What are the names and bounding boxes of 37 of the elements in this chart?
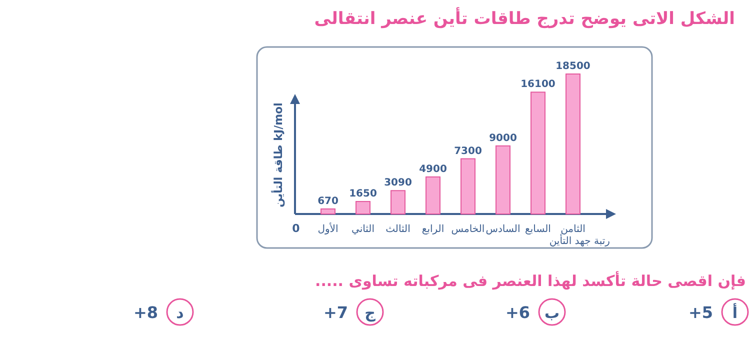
x-tick-label: الرابع xyxy=(422,224,444,235)
x-tick-label: الأول xyxy=(318,222,338,235)
text: فإن اقصى حالة تأكسد لهذا العنصر فى مركباته تساوى ..... xyxy=(315,271,746,290)
text: +5 xyxy=(688,303,713,322)
x-axis-title: رتبة جهد التأين xyxy=(549,236,610,247)
data-label: 670 xyxy=(318,196,338,207)
bar xyxy=(566,74,580,214)
data-label: 7300 xyxy=(454,146,482,157)
data-label: 16100 xyxy=(520,79,556,90)
text: ب xyxy=(544,304,560,322)
data-label: 18500 xyxy=(556,61,590,72)
text: +6 xyxy=(505,303,530,322)
bar xyxy=(356,201,370,214)
data-label: 4900 xyxy=(419,164,447,175)
x-tick-label: الخامس xyxy=(451,224,485,235)
bar xyxy=(496,145,510,214)
bar xyxy=(460,158,476,214)
x-tick-label: الثاني xyxy=(351,224,375,235)
bar xyxy=(426,176,440,214)
text: 0 xyxy=(292,222,300,235)
y-axis-title: طاقة التأين kJ/mol xyxy=(271,102,285,208)
x-tick-label: السادس xyxy=(486,224,520,235)
data-label: 3090 xyxy=(384,178,412,189)
bar xyxy=(530,92,546,214)
bar xyxy=(390,190,406,214)
text: د xyxy=(176,304,184,322)
bar xyxy=(320,208,336,214)
x-tick-label: السابع xyxy=(525,224,551,235)
data-label: 1650 xyxy=(349,188,377,200)
x-tick-label: الثامن xyxy=(560,224,586,235)
text: +8 xyxy=(133,303,158,322)
text: +7 xyxy=(323,303,348,322)
data-label: 9000 xyxy=(489,132,517,144)
text: أ xyxy=(732,303,738,322)
x-tick-label: الثالث xyxy=(386,224,410,235)
text: ج xyxy=(364,304,376,322)
chart-title: الشكل الاتى يوضح تدرج طاقات تأين عنصر انتقالى xyxy=(314,7,735,29)
